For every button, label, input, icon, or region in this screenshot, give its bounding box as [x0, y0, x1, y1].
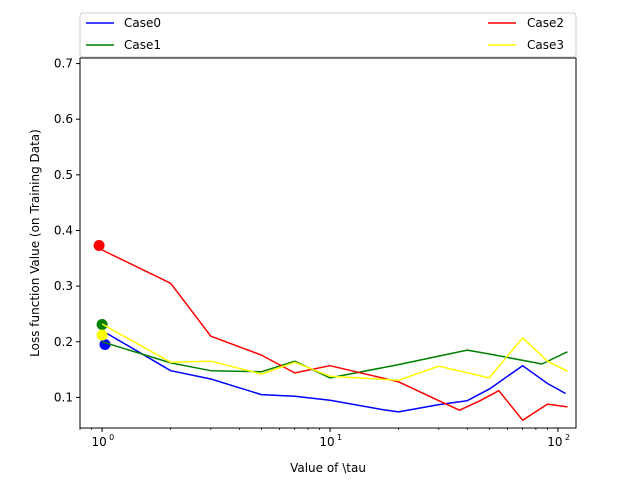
legend: Case0 Case1 Case2 Case3	[79, 12, 577, 58]
legend-label-case3: Case3	[527, 38, 564, 52]
x-tick-label-0: 10	[91, 435, 106, 449]
y-tick-label-5: 0.6	[54, 112, 73, 126]
legend-box	[79, 12, 577, 58]
x-tick-label-2: 10	[547, 435, 562, 449]
x-tick-label-1: 10	[319, 435, 334, 449]
x-tick-exponent-2: 2	[565, 433, 570, 442]
x-axis-label: Value of \tau	[290, 461, 366, 475]
y-tick-label-0: 0.1	[54, 390, 73, 404]
series-line-case2	[101, 249, 568, 421]
y-tick-label-4: 0.5	[54, 168, 73, 182]
series-marker-case3	[96, 329, 108, 341]
plot-area	[79, 57, 577, 429]
y-tick-label-1: 0.2	[54, 335, 73, 349]
legend-label-case0: Case0	[124, 16, 161, 30]
series-marker-case2	[93, 240, 105, 252]
y-tick-label-2: 0.3	[54, 279, 73, 293]
series-line-case3	[101, 323, 568, 381]
plot-frame	[79, 57, 577, 429]
series-layer	[93, 240, 568, 421]
y-axis-label: Loss function Value (on Training Data)	[28, 129, 42, 357]
x-tick-exponent-0: 0	[109, 433, 114, 442]
series-line-case0	[101, 329, 566, 413]
y-tick-label-3: 0.4	[54, 223, 73, 237]
y-tick-label-6: 0.7	[54, 57, 73, 71]
legend-label-case1: Case1	[124, 38, 161, 52]
legend-label-case2: Case2	[527, 16, 564, 30]
x-axis: 10 0 10 1 10 2	[79, 428, 570, 449]
x-tick-exponent-1: 1	[337, 433, 342, 442]
y-axis: 0.1 0.2 0.3 0.4 0.5 0.6 0.7	[54, 57, 80, 404]
